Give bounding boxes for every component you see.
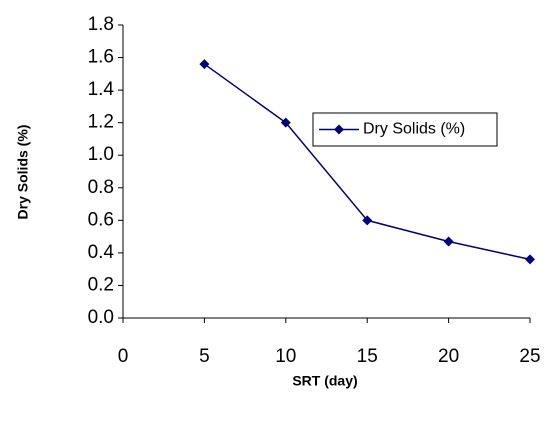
x-tick-label: 25 [519,346,540,367]
y-tick-label: 0.6 [88,209,114,230]
y-tick-label: 0.8 [88,177,114,198]
x-tick-label: 0 [118,346,129,367]
x-axis-title: SRT (day) [292,373,357,389]
legend-label: Dry Solids (%) [363,121,465,138]
y-tick-label: 0.0 [88,307,114,328]
marker [443,236,454,247]
marker [362,215,373,226]
y-axis-title: Dry Solids (%) [15,125,31,220]
marker [280,117,291,128]
y-tick-label: 0.4 [88,242,115,263]
x-tick-label: 5 [199,346,210,367]
y-tick-label: 1.8 [88,14,114,35]
y-tick-label: 1.6 [88,47,114,68]
y-tick-label: 1.0 [88,144,114,165]
y-tick-label: 0.2 [88,274,114,295]
x-tick-label: 20 [438,346,459,367]
marker [199,59,210,70]
y-tick-label: 1.4 [88,79,115,100]
x-tick-label: 15 [357,346,378,367]
legend-marker [334,124,344,135]
line [203,63,531,261]
marker [525,254,535,265]
x-tick-label: 10 [275,346,296,367]
y-tick-label: 1.2 [88,112,114,133]
